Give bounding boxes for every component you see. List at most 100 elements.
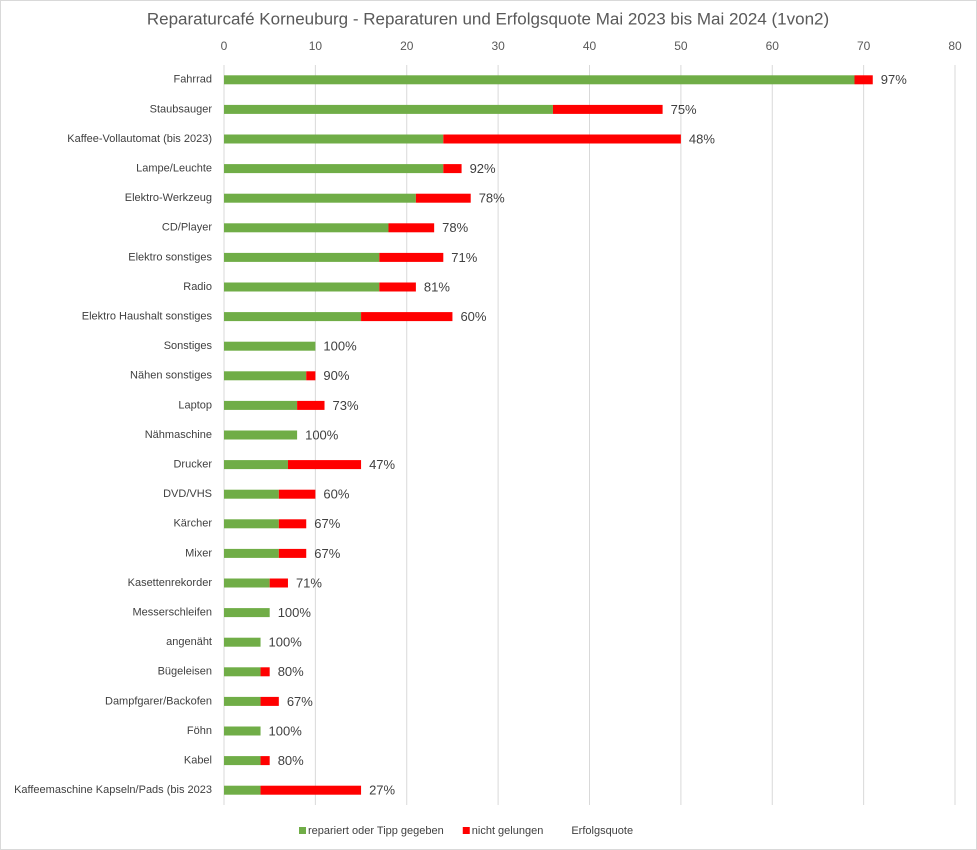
y-tick-label: DVD/VHS (163, 488, 212, 500)
data-label: 80% (278, 664, 304, 679)
bar-segment (443, 164, 462, 174)
bar-segment (260, 667, 270, 677)
bar-segment (224, 193, 416, 203)
bar-segment (415, 193, 471, 203)
legend-label: Erfolgsquote (571, 825, 633, 837)
bar-segment (224, 460, 288, 470)
y-tick-label: Mixer (185, 547, 212, 559)
bar-segment (552, 104, 663, 114)
bar-segment (260, 696, 279, 706)
x-tick-label: 40 (583, 39, 597, 53)
bar-segment (278, 489, 316, 499)
data-label: 80% (278, 753, 304, 768)
y-tick-label: Kärcher (173, 518, 212, 530)
bar-segment (379, 252, 444, 262)
bar-segment (224, 667, 261, 677)
chart-title: Reparaturcafé Korneuburg - Reparaturen u… (147, 9, 829, 28)
y-tick-label: CD/Player (162, 222, 212, 234)
x-tick-label: 30 (491, 39, 505, 53)
y-tick-label: Fahrrad (173, 74, 212, 86)
y-tick-label: Nähmaschine (145, 429, 212, 441)
bar-segment (224, 696, 261, 706)
bar-segment (224, 371, 307, 381)
data-label: 100% (269, 635, 303, 650)
bar-segment (278, 548, 307, 558)
data-label: 48% (689, 131, 715, 146)
bar-segment (224, 637, 261, 647)
x-tick-label: 80 (948, 39, 962, 53)
data-label: 67% (287, 694, 313, 709)
data-label: 67% (314, 546, 340, 561)
bar-segment (224, 104, 553, 114)
y-tick-label: Laptop (178, 399, 212, 411)
y-tick-label: Messerschleifen (133, 607, 212, 619)
y-tick-label: Kabel (184, 755, 212, 767)
bar-segment (297, 400, 325, 410)
bar-segment (379, 282, 416, 292)
data-label: 90% (323, 368, 349, 383)
bar-segment (287, 460, 362, 470)
bar-segment (224, 519, 279, 529)
legend-swatch (462, 827, 470, 834)
y-tick-label: Elektro-Werkzeug (125, 192, 212, 204)
bar-segment (224, 578, 270, 588)
data-label: 100% (269, 723, 303, 738)
y-tick-label: Drucker (173, 459, 212, 471)
bar-segment (224, 726, 261, 736)
legend-label: repariert oder Tipp gegeben (308, 825, 444, 837)
data-label: 78% (442, 220, 468, 235)
y-tick-label: Kaffee-Vollautomat (bis 2023) (67, 133, 212, 145)
y-tick-label: Staubsauger (150, 103, 213, 115)
y-tick-label: Sonstiges (164, 340, 213, 352)
data-label: 100% (278, 605, 312, 620)
y-tick-label: Bügeleisen (158, 666, 212, 678)
bar-segment (224, 282, 380, 292)
y-tick-label: Radio (183, 281, 212, 293)
bar-segment (224, 134, 444, 144)
bar-segment (224, 164, 444, 174)
x-tick-label: 70 (857, 39, 871, 53)
data-label: 100% (305, 427, 339, 442)
bar-segment (224, 400, 298, 410)
bar-segment (269, 578, 288, 588)
data-label: 60% (460, 309, 486, 324)
bar-segment (224, 341, 316, 351)
data-label: 75% (671, 102, 697, 117)
y-tick-label: Dampfgarer/Backofen (105, 695, 212, 707)
data-label: 78% (479, 191, 505, 206)
bar-segment (224, 785, 261, 795)
y-tick-label: Kasettenrekorder (128, 577, 213, 589)
data-label: 60% (323, 487, 349, 502)
y-tick-label: angenäht (166, 636, 212, 648)
x-tick-label: 10 (309, 39, 323, 53)
y-tick-label: Kaffeemaschine Kapseln/Pads (bis 2023 (14, 784, 212, 796)
data-label: 81% (424, 279, 450, 294)
bar-segment (224, 548, 279, 558)
x-tick-label: 0 (221, 39, 228, 53)
bar-segment (224, 430, 298, 440)
x-tick-label: 50 (674, 39, 688, 53)
y-tick-label: Föhn (187, 725, 212, 737)
bar-segment (260, 785, 362, 795)
bar-segment (224, 252, 380, 262)
bar-segment (260, 756, 270, 766)
bar-segment (854, 75, 873, 85)
bar-segment (224, 75, 855, 85)
bar-segment (443, 134, 681, 144)
data-label: 71% (451, 250, 477, 265)
data-label: 73% (333, 398, 359, 413)
legend-label: nicht gelungen (472, 825, 544, 837)
y-tick-label: Lampe/Leuchte (136, 163, 212, 175)
bar-segment (306, 371, 316, 381)
x-tick-label: 20 (400, 39, 414, 53)
y-tick-label: Nähen sonstiges (130, 370, 212, 382)
bar-segment (278, 519, 307, 529)
bar-segment (224, 756, 261, 766)
y-tick-label: Elektro sonstiges (128, 251, 212, 263)
data-label: 71% (296, 575, 322, 590)
bar-segment (224, 312, 362, 322)
bar-segment (224, 223, 389, 233)
data-label: 92% (470, 161, 496, 176)
